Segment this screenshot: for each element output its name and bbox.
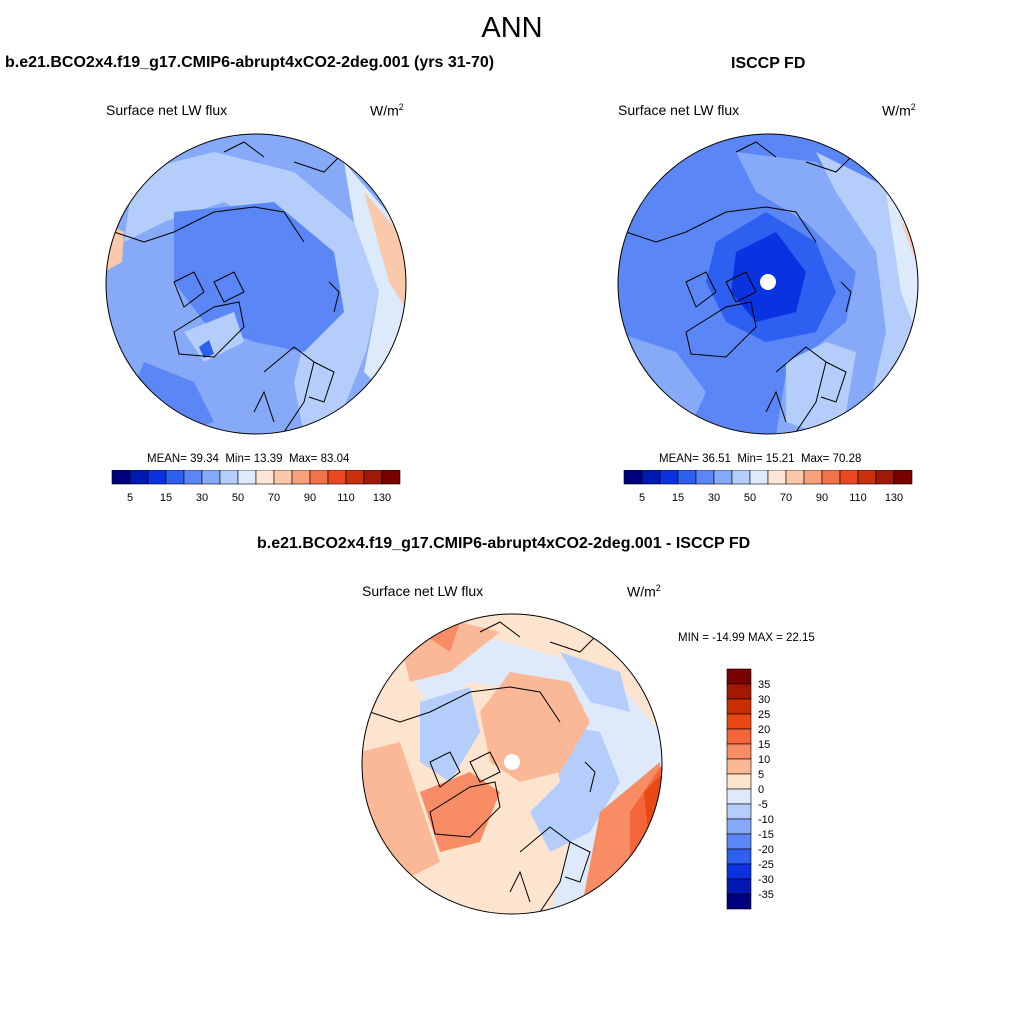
colorbar-swatch [726, 743, 752, 760]
colorbar-tick-label: 20 [758, 724, 770, 736]
model-panel-title: b.e21.BCO2x4.f19_g17.CMIP6-abrupt4xCO2-2… [5, 54, 495, 71]
colorbar-swatch [677, 470, 697, 485]
obs-colorbar: 5 15 30 50 70 90 110 130 [623, 470, 913, 504]
obs-variable-label: Surface net LW flux [618, 102, 740, 118]
colorbar-swatch [731, 470, 751, 485]
colorbar-swatch [381, 470, 401, 485]
colorbar-tick-label: 30 [708, 492, 720, 504]
colorbar-tick-label: 70 [268, 492, 280, 504]
colorbar-tick-label: -20 [758, 844, 774, 856]
colorbar-swatch [726, 698, 752, 715]
colorbar-tick-label: -10 [758, 814, 774, 826]
colorbar-swatch [363, 470, 383, 485]
model-stats: MEAN= 39.34 Min= 13.39 Max= 83.04 [147, 453, 350, 465]
colorbar-swatch [291, 470, 311, 485]
colorbar-swatch [839, 470, 859, 485]
colorbar-swatch [726, 668, 752, 685]
colorbar-swatch [623, 470, 643, 485]
colorbar-tick-label: 50 [744, 492, 756, 504]
colorbar-tick-label: 35 [758, 679, 770, 691]
colorbar-swatch [183, 470, 203, 485]
colorbar-swatch [147, 470, 167, 485]
colorbar-swatch [641, 470, 661, 485]
colorbar-tick-label: 15 [758, 739, 770, 751]
obs-polar-map [617, 133, 919, 435]
diff-panel-title: b.e21.BCO2x4.f19_g17.CMIP6-abrupt4xCO2-2… [257, 535, 751, 552]
colorbar-tick-label: 50 [232, 492, 244, 504]
model-polar-map [105, 133, 407, 435]
colorbar-swatch [767, 470, 787, 485]
colorbar-tick-label: 5 [758, 769, 764, 781]
colorbar-swatch [726, 893, 752, 910]
obs-units-label: W/m2 [882, 102, 916, 119]
colorbar-swatch [726, 773, 752, 790]
colorbar-swatch [893, 470, 913, 485]
colorbar-swatch [273, 470, 293, 485]
colorbar-swatch [821, 470, 841, 485]
colorbar-tick-label: 70 [780, 492, 792, 504]
colorbar-swatch [309, 470, 329, 485]
colorbar-tick-label: -30 [758, 874, 774, 886]
colorbar-tick-label: 90 [816, 492, 828, 504]
colorbar-tick-label: 25 [758, 709, 770, 721]
colorbar-swatch [726, 848, 752, 865]
model-units-label: W/m2 [370, 102, 404, 119]
colorbar-swatch [726, 728, 752, 745]
colorbar-tick-label: 130 [373, 492, 391, 504]
colorbar-tick-label: 10 [758, 754, 770, 766]
colorbar-tick-label: 15 [160, 492, 172, 504]
diff-units-label: W/m2 [627, 583, 661, 600]
colorbar-tick-label: 130 [885, 492, 903, 504]
colorbar-swatch [111, 470, 131, 485]
colorbar-tick-label: 5 [639, 492, 645, 504]
colorbar-swatch [726, 833, 752, 850]
colorbar-tick-label: -15 [758, 829, 774, 841]
colorbar-swatch [749, 470, 769, 485]
colorbar-swatch [713, 470, 733, 485]
colorbar-swatch [201, 470, 221, 485]
colorbar-swatch [219, 470, 239, 485]
model-colorbar: 5 15 30 50 70 90 110 130 [111, 470, 401, 504]
colorbar-tick-label: 30 [758, 694, 770, 706]
colorbar-swatch [165, 470, 185, 485]
figure-title: ANN [481, 12, 543, 44]
colorbar-tick-label: -25 [758, 859, 774, 871]
colorbar-tick-label: 5 [127, 492, 133, 504]
colorbar-swatch [803, 470, 823, 485]
colorbar-swatch [726, 818, 752, 835]
colorbar-swatch [695, 470, 715, 485]
colorbar-tick-label: 110 [849, 492, 867, 504]
colorbar-swatch [726, 803, 752, 820]
colorbar-swatch [875, 470, 895, 485]
diff-variable-label: Surface net LW flux [362, 583, 484, 599]
colorbar-tick-label: -5 [758, 799, 768, 811]
colorbar-swatch [726, 713, 752, 730]
colorbar-tick-label: 110 [337, 492, 355, 504]
colorbar-swatch [726, 878, 752, 895]
colorbar-swatch [785, 470, 805, 485]
colorbar-tick-label: -35 [758, 889, 774, 901]
diff-polar-map [361, 613, 663, 915]
diff-stats: MIN = -14.99 MAX = 22.15 [678, 632, 815, 644]
obs-stats: MEAN= 36.51 Min= 15.21 Max= 70.28 [659, 453, 862, 465]
colorbar-tick-label: 30 [196, 492, 208, 504]
colorbar-tick-label: 90 [304, 492, 316, 504]
colorbar-swatch [726, 758, 752, 775]
model-variable-label: Surface net LW flux [106, 102, 228, 118]
obs-panel-title: ISCCP FD [731, 55, 806, 72]
colorbar-swatch [659, 470, 679, 485]
colorbar-swatch [327, 470, 347, 485]
colorbar-swatch [237, 470, 257, 485]
colorbar-swatch [726, 788, 752, 805]
diff-colorbar: 35 30 25 20 15 10 5 0 -5 -10 -15 -20 -25 -30 -35 [726, 668, 774, 910]
colorbar-swatch [255, 470, 275, 485]
colorbar-tick-label: 15 [672, 492, 684, 504]
colorbar-swatch [345, 470, 365, 485]
colorbar-swatch [726, 863, 752, 880]
colorbar-swatch [129, 470, 149, 485]
colorbar-tick-label: 0 [758, 784, 764, 796]
colorbar-swatch [857, 470, 877, 485]
colorbar-swatch [726, 683, 752, 700]
